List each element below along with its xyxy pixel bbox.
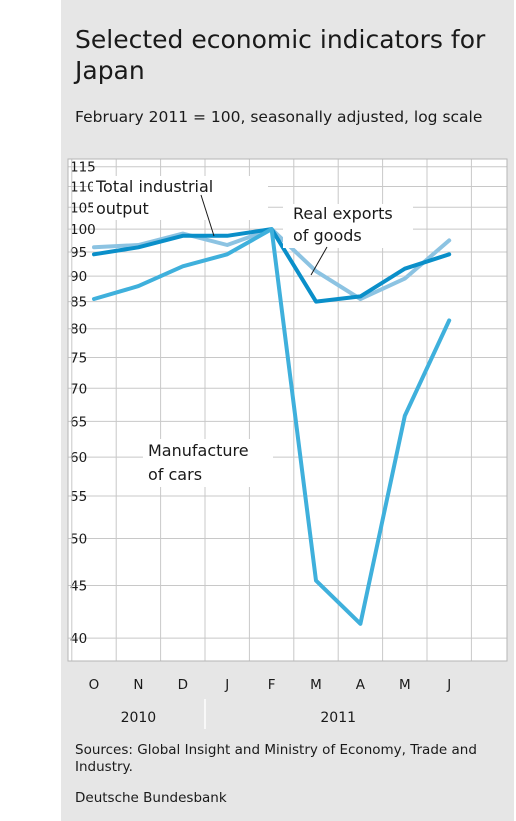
x-tick-label: M [399,677,411,693]
y-tick-label: 75 [70,351,87,367]
y-tick-label: 65 [70,414,87,430]
x-tick-label: N [133,677,143,693]
x-tick-label: O [89,677,100,693]
y-tick-label: 95 [70,245,87,261]
y-tick-label: 80 [70,322,87,338]
x-tick-label: J [224,677,229,693]
x-tick-label: J [446,677,451,693]
y-tick-label: 45 [70,579,87,595]
y-tick-label: 110 [70,180,96,196]
y-tick-label: 40 [70,631,87,647]
y-tick-label: 55 [70,489,87,505]
sources-note: Sources: Global Insight and Ministry of … [75,742,495,776]
y-tick-label: 60 [70,450,87,466]
series-annotation-label: Manufacture [148,441,249,460]
series-annotation-label: Real exports [293,204,393,223]
y-tick-label: 105 [70,200,96,216]
y-tick-label: 90 [70,269,87,285]
chart-panel: Selected economic indicators for Japan F… [61,0,514,821]
year-label: 2011 [320,710,356,726]
series-annotation-label: of cars [148,465,202,484]
x-tick-label: F [268,677,276,693]
x-tick-label: M [310,677,322,693]
series-annotation-label: Total industrial [95,177,213,196]
x-tick-label: D [178,677,188,693]
publisher-credit: Deutsche Bundesbank [75,790,227,806]
y-tick-label: 70 [70,381,87,397]
x-tick-label: A [356,677,366,693]
series-annotation-label: output [96,199,149,218]
series-annotation-label: of goods [293,226,362,245]
year-label: 2010 [121,710,157,726]
y-tick-label: 50 [70,531,87,547]
y-tick-label: 100 [70,222,96,238]
line-chart: 40 45 50 55 60 65 70 75 80 85 90 95 100 105 110 115Tota… [61,0,514,740]
y-tick-label: 85 [70,295,87,311]
y-tick-label: 115 [70,160,96,176]
